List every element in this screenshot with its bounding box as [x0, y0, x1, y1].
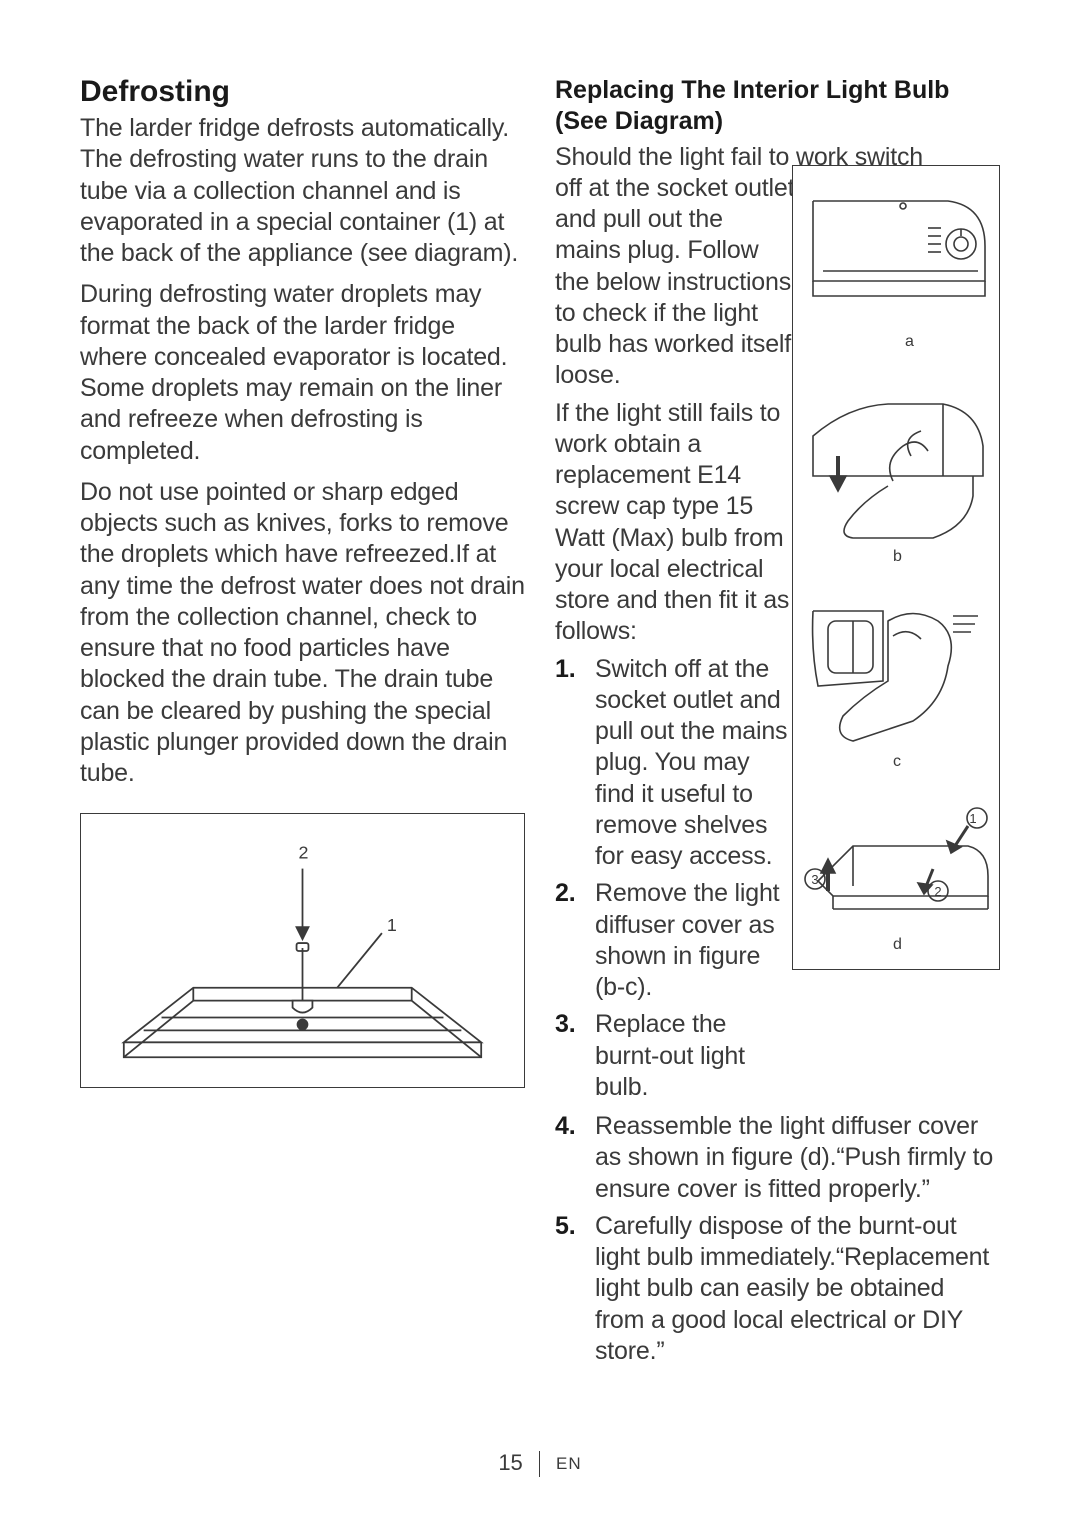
defrosting-p3: Do not use pointed or sharp edged object…: [80, 477, 525, 790]
page-number: 15: [498, 1450, 522, 1475]
left-column: Defrosting The larder fridge defrosts au…: [80, 75, 525, 1405]
bulb-p1-rest: off at the socket outlet and pull out th…: [555, 173, 795, 392]
step-2: 2.Remove the light diffuser cover as sho…: [555, 878, 795, 1003]
drain-diagram: 2 1: [80, 813, 525, 1088]
step-2-text: Remove the light diffuser cover as shown…: [595, 879, 779, 1001]
defrosting-heading: Defrosting: [80, 75, 525, 109]
bulb-p2: If the light still fails to work obtain …: [555, 398, 795, 648]
panel-label-a: a: [905, 333, 914, 350]
step-4-text: Reassemble the light diffuser cover as s…: [595, 1112, 993, 1203]
drain-label-1: 1: [387, 915, 397, 935]
narrow-text-wrap: off at the socket outlet and pull out th…: [555, 173, 795, 1109]
drain-label-2: 2: [299, 843, 309, 863]
panel-d-num-1: 1: [969, 811, 976, 826]
bulb-heading: Replacing The Interior Light Bulb (See D…: [555, 75, 1000, 138]
drain-diagram-svg: 2 1: [81, 814, 524, 1087]
bulb-steps-wide: 4.Reassemble the light diffuser cover as…: [555, 1111, 1000, 1373]
step-1-text: Switch off at the socket outlet and pull…: [595, 655, 787, 871]
defrosting-p2: During defrosting water droplets may for…: [80, 279, 525, 467]
step-5-text: Carefully dispose of the burnt-out light…: [595, 1212, 989, 1365]
panel-d-num-2: 2: [934, 884, 941, 899]
step-1: 1.Switch off at the socket outlet and pu…: [555, 654, 795, 873]
bulb-steps-narrow: 1.Switch off at the socket outlet and pu…: [555, 654, 795, 1104]
right-column: Replacing The Interior Light Bulb (See D…: [555, 75, 1000, 1405]
bulb-diagram-svg: a b c d 1 2 3: [793, 166, 1001, 971]
bulb-diagram: a b c d 1 2 3: [792, 165, 1000, 970]
panel-label-b: b: [893, 548, 902, 565]
defrosting-p1: The larder fridge defrosts automatically…: [80, 113, 525, 269]
step-3-text: Replace the burnt-out light bulb.: [595, 1010, 745, 1101]
page-footer: 15 EN: [0, 1450, 1080, 1477]
panel-label-c: c: [893, 753, 901, 770]
panel-label-d: d: [893, 936, 902, 953]
step-3: 3.Replace the burnt-out light bulb.: [555, 1009, 795, 1103]
step-5: 5.Carefully dispose of the burnt-out lig…: [555, 1211, 1000, 1367]
panel-d-num-3: 3: [811, 872, 818, 887]
footer-separator: [539, 1451, 540, 1477]
step-4: 4.Reassemble the light diffuser cover as…: [555, 1111, 1000, 1205]
content-columns: Defrosting The larder fridge defrosts au…: [80, 75, 1000, 1405]
page-lang: EN: [556, 1454, 582, 1473]
